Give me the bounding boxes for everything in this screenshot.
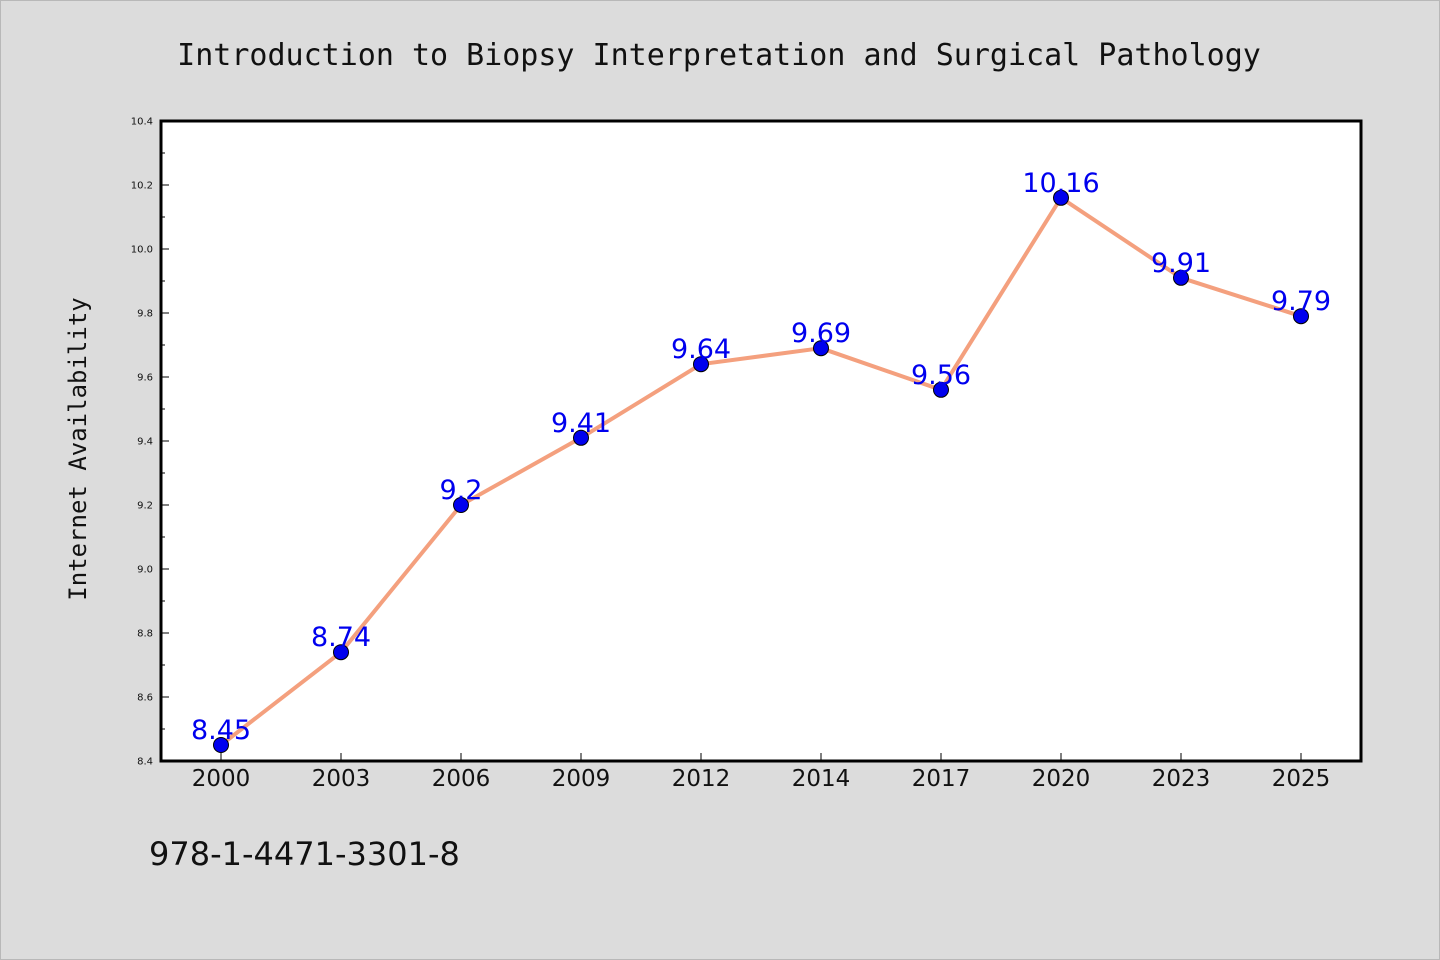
y-tick-label: 9.8 [137,309,153,320]
data-label: 9.79 [1271,286,1331,317]
data-label: 9.2 [440,475,483,506]
data-point-marker [1173,269,1189,286]
data-label: 9.91 [1151,248,1211,279]
data-label: 9.56 [911,360,971,391]
data-point-marker [1053,189,1069,206]
x-tick-label: 2012 [672,766,731,792]
isbn-footnote: 978-1-4471-3301-8 [149,835,460,873]
y-tick-label: 9.4 [137,437,153,448]
data-point-marker [693,356,709,373]
x-tick-label: 2020 [1032,766,1091,792]
data-label: 9.69 [791,318,851,349]
y-tick-label: 8.8 [137,629,153,640]
data-point-marker [573,429,589,446]
data-label: 10.16 [1022,168,1099,199]
y-tick-label: 8.4 [137,757,153,768]
data-point-marker [1293,308,1309,325]
x-tick-label: 2006 [432,766,491,792]
x-axis: 2000 2003 2006 2009 2012 2014 2017 2020 2023 2025 [192,753,1331,792]
data-point-marker [333,644,349,661]
series-line [219,195,1303,747]
x-tick-label: 2023 [1152,766,1211,792]
x-tick-label: 2014 [792,766,851,792]
data-label: 8.74 [311,622,371,653]
data-point-marker [453,497,469,513]
data-point-marker [213,737,229,753]
y-tick-label: 9.2 [137,501,153,512]
y-tick-label: 10.0 [131,245,153,256]
x-tick-label: 2003 [312,766,371,792]
y-axis-label: Internet Availability [64,297,92,600]
plot-area [159,119,1363,763]
chart-title: Introduction to Biopsy Interpretation an… [177,38,1261,73]
y-axis: 8.4 8.6 8.8 9.0 9.2 9.4 9.6 9.8 10.0 10.2 10.4 [131,117,169,768]
x-tick-label: 2009 [552,766,611,792]
data-label: 8.45 [191,715,251,746]
x-tick-label: 2025 [1272,766,1331,792]
data-point-marker [933,381,949,398]
data-label: 9.64 [671,334,731,365]
y-tick-label: 10.4 [131,117,153,128]
series-markers [213,189,1309,753]
data-label: 9.41 [551,408,611,439]
series-line-group [219,195,1303,747]
y-tick-label: 9.6 [137,373,153,384]
data-point-marker [813,340,829,357]
data-labels: 8.45 8.74 9.2 9.41 9.64 9.69 9.56 10.16 9.91 9.79 [191,168,1331,746]
y-tick-label: 8.6 [137,693,153,704]
x-tick-label: 2017 [912,766,971,792]
x-tick-label: 2000 [192,766,251,792]
y-tick-label: 10.2 [131,181,153,192]
y-tick-label: 9.0 [137,565,153,576]
